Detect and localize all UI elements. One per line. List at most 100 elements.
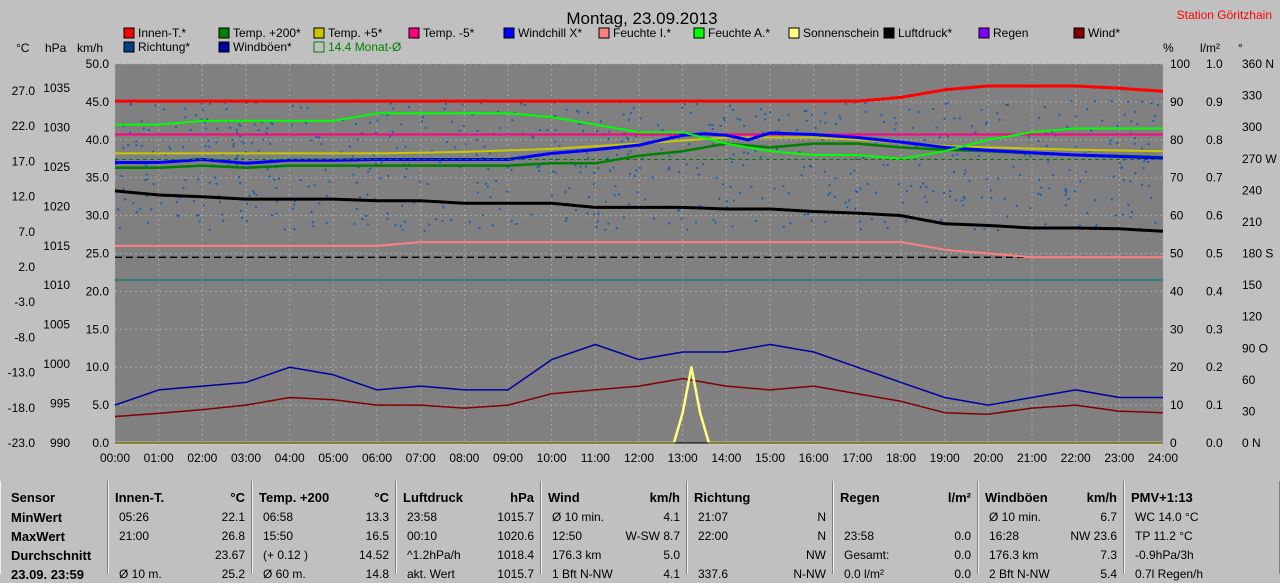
direction-dot bbox=[238, 176, 241, 178]
x-tick-label: 05:00 bbox=[318, 451, 348, 465]
cell-value: 16.5 bbox=[365, 529, 389, 543]
direction-dot bbox=[135, 211, 138, 214]
direction-dot bbox=[231, 139, 234, 141]
direction-dot bbox=[142, 127, 145, 130]
legend: Innen-T.* Temp. +200* Temp. +5* Temp. -5* Wi… bbox=[123, 26, 1120, 54]
cell-left: akt. Wert bbox=[407, 567, 455, 581]
direction-dot bbox=[743, 125, 746, 128]
direction-dot bbox=[588, 196, 591, 199]
direction-dot bbox=[117, 208, 119, 211]
direction-dot bbox=[273, 178, 276, 181]
cell-value: NW 23.6 bbox=[1070, 529, 1117, 543]
cell-left: Ø 10 min. bbox=[552, 510, 605, 524]
direction-dot bbox=[290, 124, 293, 127]
direction-dot bbox=[579, 165, 582, 168]
cell-value: 14.52 bbox=[358, 548, 389, 562]
direction-dot bbox=[257, 129, 260, 132]
rain-tick-label: 0.1 bbox=[1206, 398, 1223, 412]
table-column: Temp. +200 °C 06:58 13.3 15:50 16.5 (+ 0.12 ) 1… bbox=[252, 481, 396, 581]
direction-dot bbox=[579, 171, 582, 174]
direction-dot bbox=[622, 216, 625, 219]
direction-dot bbox=[1066, 125, 1069, 128]
legend-swatch bbox=[788, 27, 800, 39]
legend-label: Regen bbox=[993, 26, 1028, 40]
hpa-tick-label: 1005 bbox=[43, 318, 70, 332]
direction-dot bbox=[238, 123, 241, 126]
direction-dot bbox=[538, 169, 541, 172]
series-line-5 bbox=[115, 241, 1163, 259]
hpa-tick-label: 1030 bbox=[43, 120, 70, 134]
cell-left: Ø 10 m. bbox=[119, 567, 162, 581]
direction-dot bbox=[1006, 215, 1009, 218]
cell-value: 13.3 bbox=[365, 510, 389, 524]
x-tick-label: 19:00 bbox=[930, 451, 960, 465]
direction-dot bbox=[616, 153, 618, 156]
direction-dot bbox=[405, 168, 408, 170]
direction-dot bbox=[1140, 147, 1143, 150]
direction-dot bbox=[366, 193, 369, 196]
direction-dot bbox=[712, 218, 715, 221]
direction-dot bbox=[838, 115, 841, 118]
cell-value: 25.2 bbox=[221, 567, 245, 581]
direction-dot bbox=[135, 140, 138, 143]
series-line-4 bbox=[115, 131, 1164, 165]
direction-dot bbox=[236, 157, 239, 160]
cell-left: 12:50 bbox=[552, 529, 583, 543]
direction-dot bbox=[915, 145, 918, 148]
temp-tick-label: 2.0 bbox=[18, 260, 35, 274]
direction-dot bbox=[1037, 192, 1040, 195]
direction-dot bbox=[318, 136, 321, 139]
direction-dot bbox=[215, 182, 218, 185]
direction-dot bbox=[380, 161, 383, 164]
table-cell-row: 16:28 NW 23.6 bbox=[985, 529, 1117, 545]
direction-dot bbox=[499, 127, 502, 130]
cell-left: 176.3 km bbox=[552, 548, 602, 562]
cell-left: 16:28 bbox=[989, 529, 1020, 543]
x-tick-label: 24:00 bbox=[1148, 451, 1178, 465]
column-unit: °C bbox=[374, 490, 389, 505]
cell-value: 5.0 bbox=[663, 548, 680, 562]
direction-dot bbox=[606, 157, 609, 160]
direction-dot bbox=[949, 190, 952, 192]
direction-dot bbox=[855, 158, 857, 161]
cell-left: WC 14.0 °C bbox=[1135, 510, 1199, 524]
direction-dot bbox=[595, 225, 598, 228]
direction-dot bbox=[614, 185, 617, 188]
legend-label: Sonnenschein bbox=[803, 26, 879, 40]
direction-dot bbox=[145, 194, 148, 197]
direction-dot bbox=[1153, 114, 1156, 117]
direction-dot bbox=[151, 150, 154, 153]
direction-dot bbox=[597, 167, 600, 170]
direction-dot bbox=[829, 191, 832, 194]
direction-dot bbox=[695, 167, 698, 169]
legend-label: Temp. -5* bbox=[423, 26, 475, 40]
direction-dot bbox=[227, 164, 230, 167]
direction-dot bbox=[859, 228, 862, 231]
direction-dot bbox=[668, 154, 671, 157]
direction-dot bbox=[1110, 198, 1113, 201]
row-label: Sensor bbox=[11, 490, 56, 505]
direction-dot bbox=[864, 102, 867, 105]
direction-dot bbox=[565, 108, 568, 111]
direction-dot bbox=[689, 111, 692, 114]
direction-dot bbox=[587, 157, 590, 160]
rain-tick-label: 0.2 bbox=[1206, 360, 1223, 374]
direction-dot bbox=[627, 203, 630, 206]
direction-dot bbox=[200, 102, 203, 105]
direction-dot bbox=[958, 117, 961, 120]
hpa-tick-label: 1035 bbox=[43, 81, 70, 95]
direction-dot bbox=[266, 127, 269, 130]
direction-dot bbox=[711, 143, 714, 146]
column-title: Regen bbox=[840, 490, 880, 505]
direction-dot bbox=[607, 138, 610, 140]
direction-dot bbox=[1123, 113, 1126, 116]
temp-tick-label: -8.0 bbox=[14, 330, 35, 344]
direction-dot bbox=[1052, 173, 1055, 176]
direction-dot bbox=[312, 225, 315, 228]
direction-dot bbox=[886, 164, 889, 166]
direction-dot bbox=[233, 142, 236, 145]
direction-dot bbox=[353, 222, 356, 225]
direction-dot bbox=[1024, 153, 1027, 156]
direction-dot bbox=[627, 153, 630, 156]
direction-dot bbox=[593, 171, 596, 174]
